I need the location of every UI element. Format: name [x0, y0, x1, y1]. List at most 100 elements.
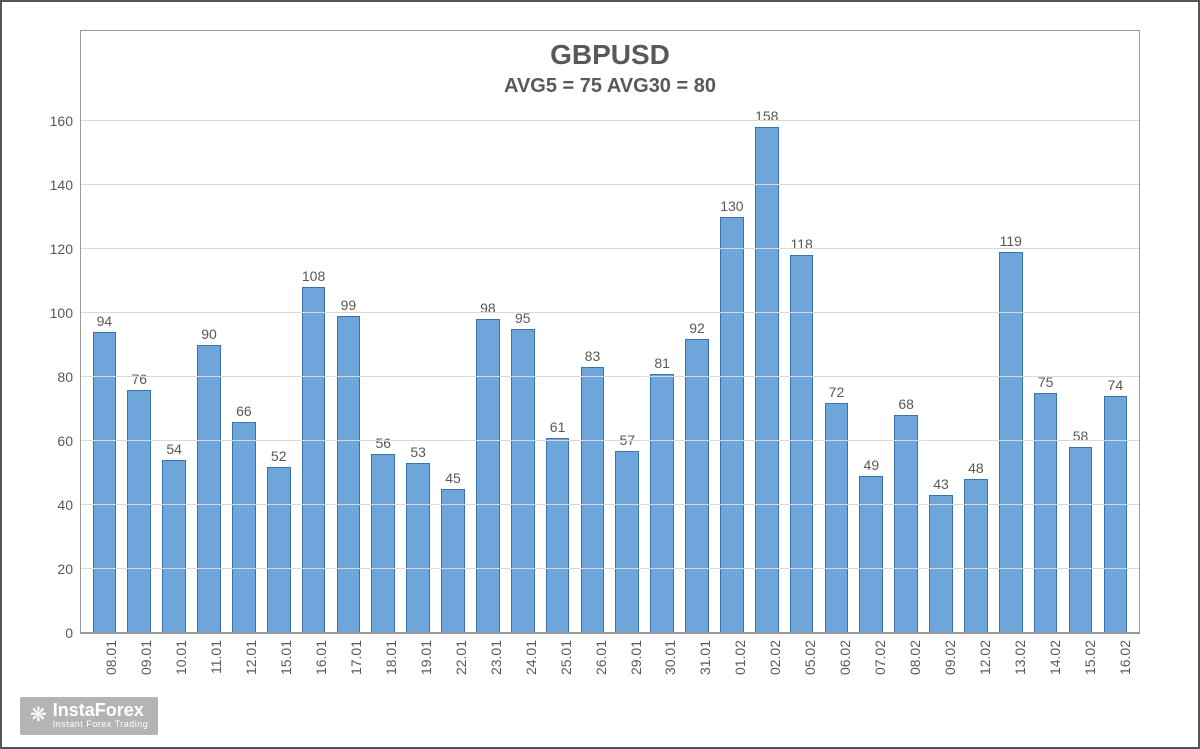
x-tick	[208, 630, 209, 634]
grid-line	[81, 184, 1139, 185]
x-label-slot: 05.02	[785, 634, 820, 749]
y-tick-label: 60	[57, 433, 81, 449]
x-label-slot: 14.02	[1029, 634, 1064, 749]
x-tick	[942, 630, 943, 634]
x-tick	[907, 630, 908, 634]
bar-slot: 68	[889, 121, 924, 633]
y-tick-label: 140	[50, 177, 81, 193]
bar-slot: 74	[1098, 121, 1133, 633]
bar-value-label: 66	[236, 403, 252, 419]
x-tick	[1012, 630, 1013, 634]
x-tick-label: 06.02	[837, 640, 853, 675]
x-tick	[348, 630, 349, 634]
bar-value-label: 52	[271, 448, 287, 464]
bar-value-label: 49	[864, 457, 880, 473]
bar-value-label: 72	[829, 384, 845, 400]
bar-slot: 99	[331, 121, 366, 633]
bar-slot: 94	[87, 121, 122, 633]
bar-slot: 83	[575, 121, 610, 633]
y-tick-label: 160	[50, 113, 81, 129]
x-tick	[173, 630, 174, 634]
x-tick-label: 16.01	[313, 640, 329, 675]
bar-slot: 81	[645, 121, 680, 633]
bar-value-label: 99	[341, 297, 357, 313]
x-tick	[1082, 630, 1083, 634]
grid-line	[81, 632, 1139, 633]
x-tick	[767, 630, 768, 634]
x-label-slot: 15.02	[1064, 634, 1099, 749]
bar-value-label: 118	[790, 236, 812, 252]
x-label-slot: 29.01	[610, 634, 645, 749]
bar-slot: 98	[470, 121, 505, 633]
bar	[302, 287, 326, 633]
x-tick-label: 11.01	[208, 640, 224, 674]
bar	[93, 332, 117, 633]
bar-slot: 56	[366, 121, 401, 633]
x-label-slot: 01.02	[715, 634, 750, 749]
x-tick-label: 17.01	[348, 640, 364, 675]
bar-slot: 57	[610, 121, 645, 633]
bar-slot: 53	[401, 121, 436, 633]
bar-value-label: 130	[720, 198, 743, 214]
y-tick-label: 100	[50, 305, 81, 321]
x-tick-label: 12.02	[977, 640, 993, 675]
watermark-badge: ❋ InstaForex Instant Forex Trading	[20, 697, 158, 735]
bar	[406, 463, 430, 633]
x-tick	[837, 630, 838, 634]
bar	[127, 390, 151, 633]
bar	[197, 345, 221, 633]
bar-slot: 130	[714, 121, 749, 633]
x-tick	[593, 630, 594, 634]
x-tick	[977, 630, 978, 634]
bar	[476, 319, 500, 633]
bar-value-label: 76	[131, 371, 147, 387]
y-tick-label: 120	[50, 241, 81, 257]
x-label-slot: 26.01	[575, 634, 610, 749]
x-tick	[138, 630, 139, 634]
x-tick	[697, 630, 698, 634]
bar-slot: 43	[924, 121, 959, 633]
bar-slot: 49	[854, 121, 889, 633]
bar-slot: 48	[958, 121, 993, 633]
bar-slot: 95	[505, 121, 540, 633]
x-tick-label: 08.02	[907, 640, 923, 675]
bar	[685, 339, 709, 633]
x-tick-label: 10.01	[173, 640, 189, 675]
plot-region: 9476549066521089956534598956183578192130…	[81, 121, 1139, 633]
grid-line	[81, 120, 1139, 121]
bar-value-label: 94	[97, 313, 113, 329]
x-tick	[278, 630, 279, 634]
bar-value-label: 58	[1073, 428, 1089, 444]
watermark-tagline: Instant Forex Trading	[53, 720, 149, 729]
x-tick	[732, 630, 733, 634]
grid-line	[81, 312, 1139, 313]
watermark-icon: ❋	[30, 705, 47, 725]
x-tick-label: 08.01	[103, 640, 119, 675]
x-tick-label: 26.01	[593, 640, 609, 675]
bar	[999, 252, 1023, 633]
x-tick	[453, 630, 454, 634]
bar-value-label: 54	[166, 441, 182, 457]
bar	[720, 217, 744, 633]
x-label-slot: 17.01	[331, 634, 366, 749]
x-tick	[103, 630, 104, 634]
x-label-slot: 13.02	[994, 634, 1029, 749]
x-tick	[243, 630, 244, 634]
x-tick	[383, 630, 384, 634]
bar	[546, 438, 570, 633]
bar	[267, 467, 291, 633]
x-tick-label: 13.02	[1012, 640, 1028, 675]
bar	[1034, 393, 1058, 633]
bar	[964, 479, 988, 633]
x-tick	[488, 630, 489, 634]
bar	[581, 367, 605, 633]
x-tick-label: 19.01	[418, 640, 434, 675]
x-label-slot: 31.01	[680, 634, 715, 749]
y-tick-label: 40	[57, 497, 81, 513]
bar	[615, 451, 639, 633]
bar-slot: 90	[192, 121, 227, 633]
bar	[825, 403, 849, 633]
x-tick-label: 31.01	[697, 640, 713, 675]
x-tick	[802, 630, 803, 634]
x-tick-label: 05.02	[802, 640, 818, 675]
